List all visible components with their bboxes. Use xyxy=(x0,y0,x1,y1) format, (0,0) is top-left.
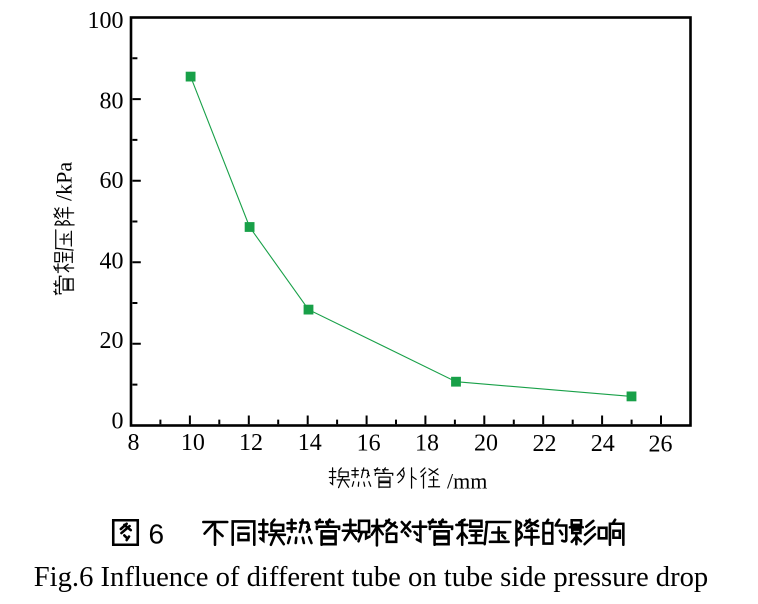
svg-text:20: 20 xyxy=(100,328,124,354)
svg-text:12: 12 xyxy=(239,430,263,456)
svg-text:26: 26 xyxy=(649,431,673,457)
svg-text:0: 0 xyxy=(112,409,124,435)
svg-text:/kPa: /kPa xyxy=(52,162,77,201)
svg-text:20: 20 xyxy=(474,431,498,457)
svg-text:10: 10 xyxy=(181,430,205,456)
svg-text:60: 60 xyxy=(100,168,124,194)
svg-text:24: 24 xyxy=(591,431,615,457)
svg-text:6: 6 xyxy=(149,519,165,550)
svg-text:Fig.6 Influence of different t: Fig.6 Influence of different tube on tub… xyxy=(34,562,708,593)
svg-text:14: 14 xyxy=(298,430,322,456)
svg-text:8: 8 xyxy=(128,430,140,456)
svg-text:100: 100 xyxy=(88,8,124,34)
svg-text:16: 16 xyxy=(357,430,381,456)
svg-text:/mm: /mm xyxy=(447,469,487,494)
svg-text:40: 40 xyxy=(100,249,124,275)
svg-text:80: 80 xyxy=(100,89,124,115)
svg-text:22: 22 xyxy=(533,431,557,457)
svg-text:18: 18 xyxy=(415,430,439,456)
